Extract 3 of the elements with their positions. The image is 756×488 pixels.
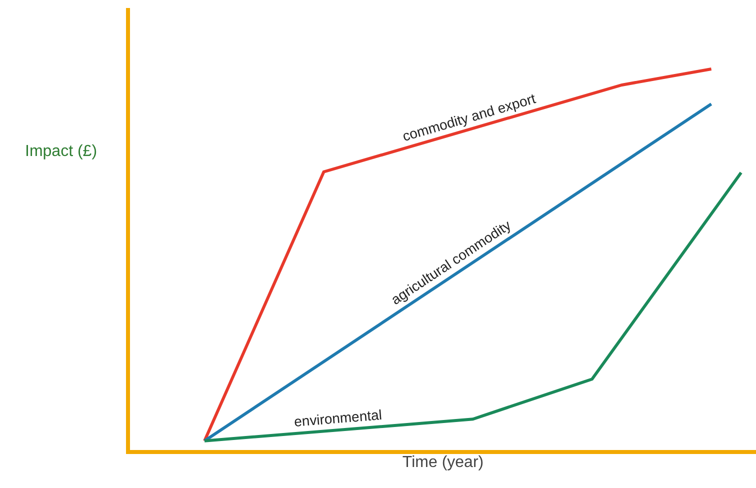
- y-axis-title: Impact (£): [25, 143, 98, 160]
- x-axis-title: Time (year): [402, 454, 484, 472]
- series-label: environmental: [293, 406, 382, 430]
